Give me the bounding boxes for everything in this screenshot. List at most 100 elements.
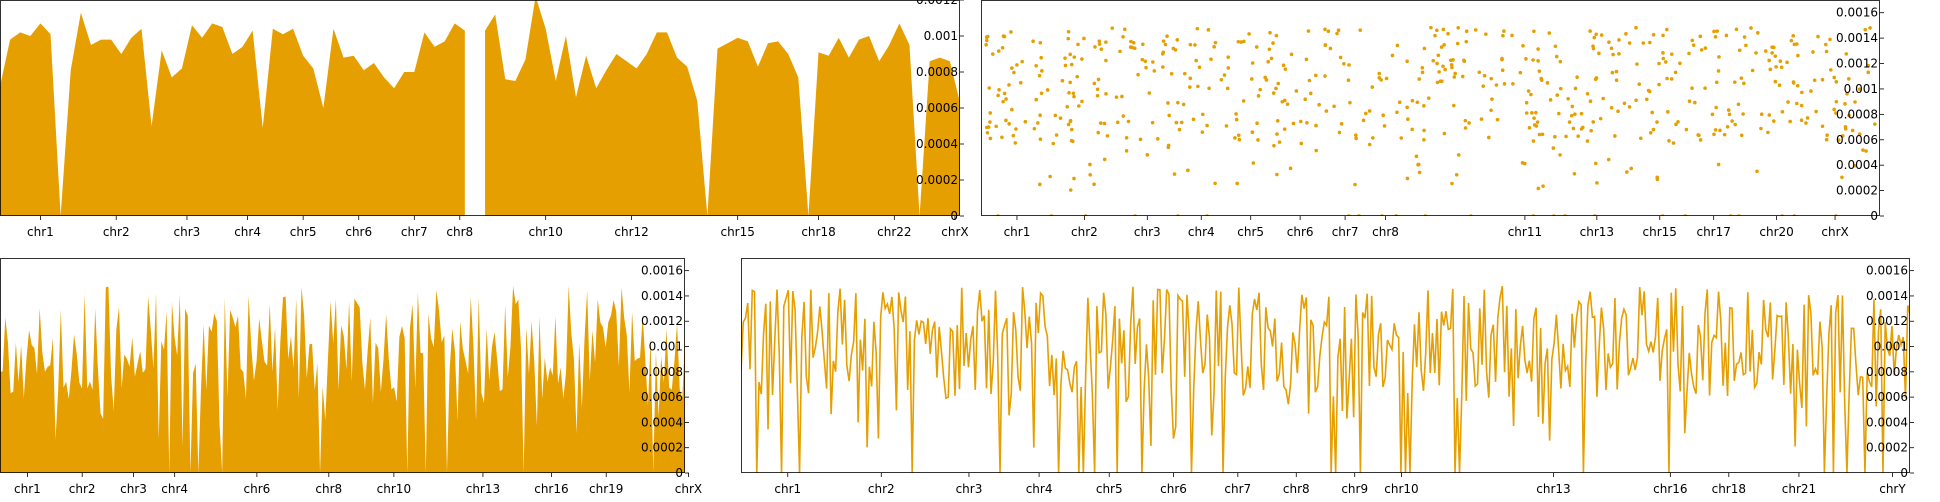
scatter-point	[1251, 161, 1256, 165]
scatter-point	[1423, 214, 1428, 216]
y-tick-label: 0.0016	[1866, 264, 1908, 278]
scatter-point	[1381, 113, 1386, 118]
scatter-point	[1236, 133, 1241, 138]
scatter-point	[1441, 27, 1446, 32]
scatter-point	[1843, 125, 1848, 129]
scatter-point	[1727, 112, 1732, 117]
scatter-point	[1566, 96, 1570, 101]
scatter-point	[1405, 59, 1409, 64]
scatter-point	[1773, 54, 1778, 58]
scatter-point	[1529, 92, 1533, 97]
scatter-point	[1015, 63, 1019, 67]
scatter-point	[1161, 50, 1166, 55]
scatter-point	[1774, 65, 1778, 69]
y-tick-label: 0.0016	[641, 264, 683, 278]
x-tick-label: chr13	[1536, 482, 1570, 496]
scatter-point	[1395, 43, 1400, 48]
scatter-point	[1435, 61, 1439, 66]
scatter-point	[1299, 141, 1304, 146]
scatter-point	[1500, 68, 1505, 73]
scatter-point	[1601, 96, 1605, 101]
x-tick-label: chr15	[1643, 225, 1677, 239]
scatter-point	[1825, 133, 1829, 137]
scatter-point	[1843, 102, 1847, 106]
x-tick-label: chrX	[1821, 225, 1848, 239]
scatter-point	[1452, 103, 1456, 108]
scatter-point	[1132, 46, 1137, 51]
scatter-point	[1415, 100, 1420, 105]
scatter-point	[1666, 110, 1670, 114]
scatter-point	[1037, 73, 1042, 78]
scatter-point	[1510, 33, 1514, 38]
scatter-point	[1651, 32, 1656, 37]
scatter-point	[1569, 113, 1574, 118]
scatter-point	[1531, 139, 1536, 143]
scatter-point	[1102, 121, 1107, 126]
scatter-point	[1068, 80, 1072, 85]
scatter-point	[1868, 26, 1872, 30]
scatter-point	[1518, 70, 1523, 75]
scatter-point	[1450, 65, 1454, 70]
x-tick-label: chrY	[1879, 482, 1906, 496]
scatter-point	[1534, 110, 1538, 115]
scatter-point	[1722, 132, 1727, 137]
scatter-point	[1337, 130, 1342, 135]
x-tick-label: chr7	[1332, 225, 1359, 239]
scatter-point	[1687, 51, 1691, 56]
scatter-point	[1348, 100, 1352, 105]
scatter-point	[1212, 45, 1216, 49]
scatter-point	[1176, 214, 1180, 216]
scatter-point	[987, 86, 992, 90]
scatter-point	[1824, 137, 1829, 142]
scatter-point	[1609, 105, 1614, 110]
scatter-point	[1494, 83, 1499, 87]
scatter-point	[1147, 91, 1152, 95]
x-tick-label: chr8	[1283, 482, 1310, 496]
y-tick-label: 0.0006	[1836, 133, 1878, 147]
scatter-point	[1171, 46, 1176, 51]
scatter-point	[1834, 80, 1839, 84]
scatter-point	[1579, 111, 1584, 116]
scatter-point	[1863, 27, 1868, 32]
scatter-point	[1420, 66, 1425, 70]
scatter-point	[1661, 33, 1665, 38]
scatter-point	[1242, 39, 1246, 44]
scatter-point	[1697, 133, 1701, 138]
scatter-point	[1144, 65, 1148, 70]
scatter-point	[1540, 132, 1545, 137]
scatter-point	[1283, 67, 1288, 71]
scatter-point	[1714, 105, 1718, 110]
scatter-point	[1256, 94, 1261, 98]
scatter-point	[1097, 42, 1102, 46]
plot-area	[0, 285, 685, 473]
scatter-point	[1537, 132, 1542, 137]
scatter-point	[988, 120, 992, 124]
scatter-point	[1442, 42, 1446, 47]
scatter-point	[1573, 86, 1578, 91]
scatter-point	[1277, 140, 1282, 144]
scatter-point	[1275, 119, 1280, 123]
scatter-point	[1163, 42, 1168, 47]
scatter-point	[1004, 97, 1008, 101]
scatter-point	[1308, 91, 1313, 96]
scatter-point	[1749, 26, 1753, 30]
scatter-point	[1724, 33, 1729, 38]
area-series-0	[0, 12, 465, 216]
y-tick-label: 0.0006	[641, 390, 683, 404]
x-tick-label: chr3	[120, 482, 147, 496]
scatter-point	[1524, 111, 1529, 115]
scatter-point	[1820, 124, 1825, 129]
scatter-point	[1256, 138, 1260, 142]
y-tick-label: 0.0002	[1836, 184, 1878, 198]
scatter-point	[1034, 63, 1038, 68]
scatter-point	[1143, 59, 1148, 64]
scatter-point	[1263, 75, 1267, 80]
scatter-point	[1481, 84, 1486, 88]
scatter-point	[1394, 214, 1399, 216]
scatter-point	[1489, 76, 1494, 81]
scatter-point	[1298, 119, 1303, 124]
scatter-point	[1420, 70, 1425, 75]
scatter-point	[1490, 97, 1494, 101]
scatter-point	[1767, 58, 1771, 63]
scatter-point	[1852, 163, 1857, 168]
